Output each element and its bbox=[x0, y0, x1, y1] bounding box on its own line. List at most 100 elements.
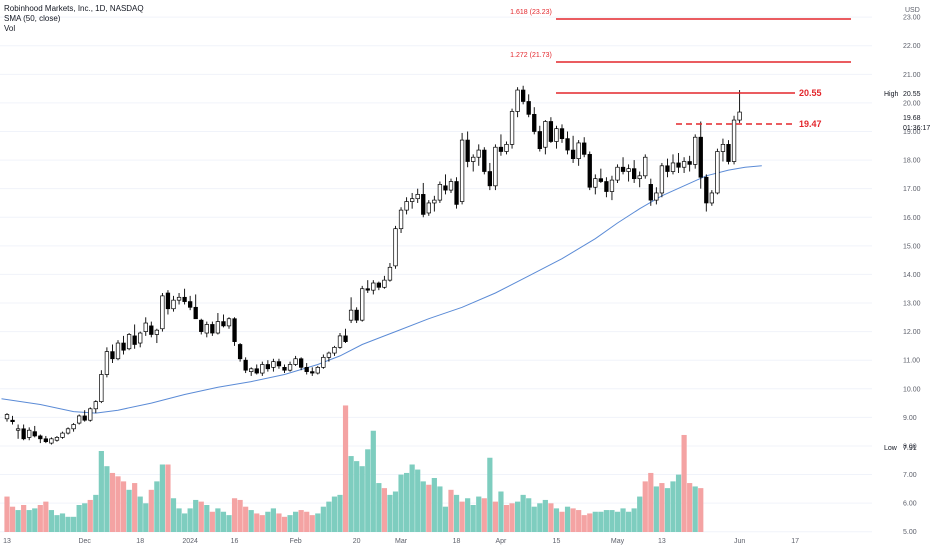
volume-bar bbox=[404, 472, 410, 532]
low-label: Low bbox=[884, 445, 898, 452]
volume-bar bbox=[515, 501, 521, 532]
candle bbox=[548, 117, 554, 143]
y-tick-label: 13.00 bbox=[903, 301, 921, 308]
x-tick-label: 18 bbox=[453, 538, 461, 545]
candle bbox=[509, 108, 515, 149]
x-tick-label: 2024 bbox=[182, 538, 198, 545]
candle bbox=[99, 370, 104, 404]
volume-bar bbox=[664, 488, 671, 532]
candle-body bbox=[548, 121, 554, 142]
candle-body bbox=[49, 438, 54, 444]
volume-bar bbox=[276, 513, 282, 532]
candle bbox=[654, 187, 659, 205]
volume-bar bbox=[570, 508, 576, 532]
candle bbox=[676, 152, 681, 173]
candle bbox=[199, 318, 204, 335]
candle bbox=[265, 360, 270, 372]
candle-body bbox=[421, 194, 426, 215]
volume-bar bbox=[315, 513, 321, 532]
candle-body bbox=[182, 296, 187, 302]
low-value: 7.91 bbox=[903, 445, 917, 452]
candle-body bbox=[465, 139, 470, 162]
volume-bar bbox=[98, 451, 104, 532]
candle bbox=[365, 280, 370, 294]
volume-bar bbox=[526, 498, 532, 532]
candle-body bbox=[265, 364, 270, 370]
candle bbox=[121, 335, 126, 355]
candle bbox=[76, 414, 82, 425]
candle-body bbox=[459, 139, 465, 202]
candle bbox=[138, 331, 143, 348]
volume-bar bbox=[675, 474, 682, 532]
candle-body bbox=[93, 401, 98, 410]
sma-50-line bbox=[1, 165, 762, 414]
y-tick-label: 17.00 bbox=[903, 186, 921, 193]
x-tick-label: May bbox=[611, 538, 625, 545]
y-tick-label: 9.00 bbox=[903, 415, 917, 422]
volume-bar bbox=[342, 405, 349, 532]
candle bbox=[254, 364, 259, 375]
candle-body bbox=[32, 431, 37, 437]
candle bbox=[271, 358, 276, 372]
volume-bar bbox=[54, 515, 60, 532]
last-price-value: 19.68 bbox=[903, 115, 921, 122]
y-tick-label: 16.00 bbox=[903, 215, 921, 222]
volume-bar bbox=[520, 494, 526, 532]
candle-body bbox=[343, 335, 348, 342]
candle bbox=[310, 367, 315, 376]
candle bbox=[637, 171, 642, 188]
volume-bar bbox=[265, 511, 271, 532]
currency-label: USD bbox=[905, 7, 920, 14]
candle-body bbox=[149, 325, 154, 335]
candle bbox=[609, 175, 615, 201]
volume-bar bbox=[220, 511, 227, 532]
candle-body bbox=[38, 435, 43, 440]
volume-bar bbox=[687, 483, 693, 532]
price-axis[interactable]: USD 5.00 6.00 7.00 8.00 9.00 10.00 11.00 12.00 1… bbox=[884, 7, 930, 536]
y-tick-label: 19.00 bbox=[903, 129, 921, 136]
candle bbox=[587, 151, 592, 191]
candle bbox=[698, 121, 703, 189]
sma-line bbox=[1, 165, 762, 414]
volume-bar bbox=[614, 511, 621, 532]
candle bbox=[520, 85, 526, 105]
candle-body bbox=[376, 282, 381, 288]
volume-bar bbox=[326, 501, 332, 532]
breakout-level-label: 19.47 bbox=[799, 119, 822, 129]
candle bbox=[4, 413, 10, 422]
candle-body bbox=[382, 279, 387, 288]
time-axis[interactable]: 13 Dec 18 2024 16 Feb 20 Mar 18 Apr 15 May 13 Jun 17 bbox=[3, 538, 799, 545]
x-tick-label: 17 bbox=[791, 538, 799, 545]
volume-label[interactable]: Vol bbox=[4, 24, 16, 33]
indicator-label[interactable]: SMA (50, close) bbox=[4, 14, 61, 23]
volume-bar bbox=[21, 505, 27, 532]
candle bbox=[38, 434, 43, 444]
candle bbox=[232, 317, 237, 346]
candle-body bbox=[4, 414, 10, 420]
candle bbox=[249, 367, 254, 376]
candle bbox=[188, 295, 193, 311]
candle bbox=[304, 363, 309, 375]
volume-bar bbox=[476, 496, 482, 532]
volume-bar bbox=[576, 510, 582, 532]
candle bbox=[643, 154, 648, 179]
candle bbox=[576, 140, 581, 166]
volume-bar bbox=[592, 511, 598, 532]
candle-body bbox=[60, 432, 65, 438]
candle bbox=[648, 178, 653, 206]
volume-bar bbox=[531, 506, 537, 532]
volume-bar bbox=[492, 501, 498, 532]
candle bbox=[665, 158, 670, 178]
volume-bar bbox=[420, 481, 426, 532]
volume-bar bbox=[193, 499, 199, 532]
candle bbox=[10, 415, 15, 425]
candle bbox=[382, 275, 387, 289]
volume-bar bbox=[270, 508, 276, 532]
volume-bar bbox=[215, 508, 221, 532]
candle bbox=[582, 137, 587, 158]
high-level-label: 20.55 bbox=[799, 88, 822, 98]
volume-bar bbox=[9, 506, 16, 532]
candle bbox=[693, 134, 698, 169]
candle-body bbox=[415, 194, 420, 200]
volume-bar bbox=[26, 510, 32, 532]
